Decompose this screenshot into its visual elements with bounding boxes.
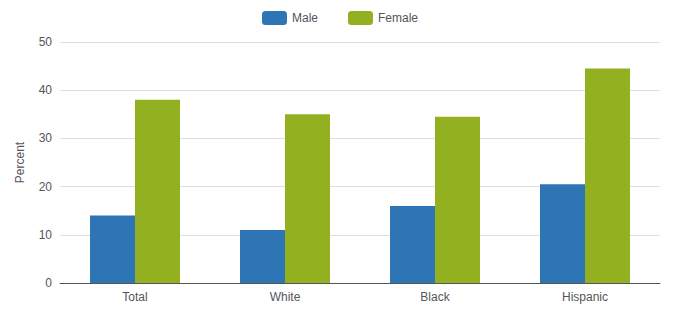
svg-text:50: 50 [39, 35, 53, 49]
svg-text:Female: Female [378, 11, 418, 25]
svg-text:30: 30 [39, 131, 53, 145]
svg-text:White: White [270, 290, 301, 304]
svg-text:Total: Total [122, 290, 147, 304]
svg-text:40: 40 [39, 83, 53, 97]
svg-text:0: 0 [45, 276, 52, 290]
svg-text:Black: Black [420, 290, 450, 304]
svg-text:Hispanic: Hispanic [562, 290, 608, 304]
svg-text:Male: Male [292, 11, 318, 25]
svg-text:20: 20 [39, 180, 53, 194]
svg-text:10: 10 [39, 228, 53, 242]
svg-text:Percent: Percent [13, 141, 27, 183]
